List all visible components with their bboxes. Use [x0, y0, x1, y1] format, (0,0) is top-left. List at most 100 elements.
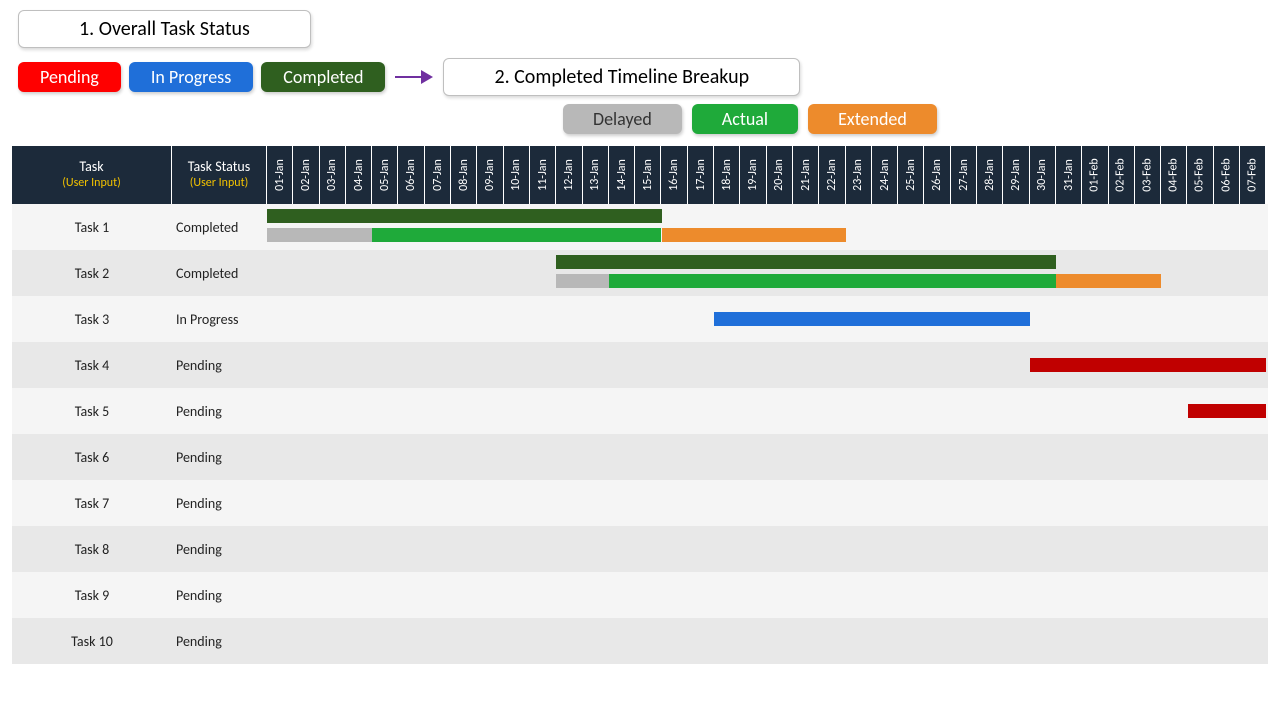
date-label: 03-Jan — [325, 159, 339, 191]
date-header: 04-Feb — [1161, 146, 1187, 204]
task-row: Task 10Pending — [12, 618, 1268, 664]
col-header-task-sub: (User Input) — [62, 176, 121, 190]
date-header: 02-Jan — [293, 146, 319, 204]
date-label: 08-Jan — [457, 159, 471, 191]
date-header: 06-Feb — [1214, 146, 1240, 204]
legend-pending: Pending — [18, 62, 121, 92]
date-header: 18-Jan — [714, 146, 740, 204]
date-label: 17-Jan — [693, 159, 707, 191]
date-label: 10-Jan — [509, 159, 523, 191]
date-label: 07-Jan — [430, 159, 444, 191]
section2-title: 2. Completed Timeline Breakup — [494, 65, 749, 89]
task-row: Task 7Pending — [12, 480, 1268, 526]
bar-area — [267, 480, 1268, 526]
date-label: 01-Jan — [273, 159, 287, 191]
task-name-cell: Task 1 — [12, 204, 172, 250]
date-header: 21-Jan — [793, 146, 819, 204]
task-status-cell: In Progress — [172, 296, 267, 342]
task-row: Task 9Pending — [12, 572, 1268, 618]
bar-area — [267, 204, 1268, 250]
bar-area — [267, 296, 1268, 342]
date-header: 03-Feb — [1135, 146, 1161, 204]
date-label: 20-Jan — [772, 159, 786, 191]
date-header: 02-Feb — [1109, 146, 1135, 204]
date-label: 28-Jan — [983, 159, 997, 191]
section1-legend-row: PendingIn ProgressCompleted 2. Completed… — [18, 58, 1262, 96]
date-header: 30-Jan — [1030, 146, 1056, 204]
date-header: 05-Jan — [372, 146, 398, 204]
date-header: 11-Jan — [530, 146, 556, 204]
task-name-cell: Task 7 — [12, 480, 172, 526]
date-header: 12-Jan — [556, 146, 582, 204]
task-name-cell: Task 5 — [12, 388, 172, 434]
completed-timeline-header: 2. Completed Timeline Breakup — [443, 58, 800, 96]
date-header: 10-Jan — [504, 146, 530, 204]
date-header: 28-Jan — [977, 146, 1003, 204]
date-label: 06-Jan — [404, 159, 418, 191]
gantt-bar-extended — [662, 228, 846, 242]
gantt-bar-extended — [1056, 274, 1161, 288]
legend-extended: Extended — [808, 104, 937, 134]
task-status-cell: Pending — [172, 618, 267, 664]
task-row: Task 1Completed — [12, 204, 1268, 250]
gantt-bar-inprogress — [714, 312, 1030, 326]
date-header: 22-Jan — [819, 146, 845, 204]
date-label: 16-Jan — [667, 159, 681, 191]
bar-area — [267, 250, 1268, 296]
date-label: 11-Jan — [536, 159, 550, 191]
date-header: 27-Jan — [951, 146, 977, 204]
task-name-cell: Task 6 — [12, 434, 172, 480]
date-label: 27-Jan — [956, 159, 970, 191]
bar-area — [267, 526, 1268, 572]
legend-delayed: Delayed — [563, 104, 682, 134]
task-name-cell: Task 9 — [12, 572, 172, 618]
gantt-bar-pending — [1188, 404, 1267, 418]
date-label: 31-Jan — [1062, 159, 1076, 191]
date-label: 05-Jan — [378, 159, 392, 191]
date-header: 04-Jan — [346, 146, 372, 204]
date-label: 01-Feb — [1088, 158, 1102, 191]
arrow-icon — [395, 70, 433, 84]
date-label: 07-Feb — [1246, 158, 1260, 191]
task-status-cell: Pending — [172, 388, 267, 434]
bar-area — [267, 572, 1268, 618]
task-status-cell: Pending — [172, 480, 267, 526]
date-label: 02-Feb — [1114, 158, 1128, 191]
task-row: Task 5Pending — [12, 388, 1268, 434]
date-label: 21-Jan — [799, 159, 813, 191]
gantt-bar-actual — [609, 274, 1056, 288]
date-header: 29-Jan — [1003, 146, 1029, 204]
date-header: 03-Jan — [320, 146, 346, 204]
date-header: 07-Jan — [425, 146, 451, 204]
date-header: 24-Jan — [872, 146, 898, 204]
date-header: 07-Feb — [1240, 146, 1266, 204]
gantt-bar-pending — [1030, 358, 1267, 372]
col-header-task-title: Task — [79, 159, 103, 176]
date-header: 08-Jan — [451, 146, 477, 204]
date-header: 17-Jan — [688, 146, 714, 204]
task-name-cell: Task 8 — [12, 526, 172, 572]
gantt-body: Task 1CompletedTask 2CompletedTask 3In P… — [12, 204, 1268, 664]
section1-title: 1. Overall Task Status — [79, 17, 250, 41]
date-label: 06-Feb — [1219, 158, 1233, 191]
date-label: 25-Jan — [904, 159, 918, 191]
date-header: 01-Jan — [267, 146, 293, 204]
date-header: 09-Jan — [477, 146, 503, 204]
date-label: 04-Feb — [1167, 158, 1181, 191]
gantt-bar-completed — [267, 209, 662, 223]
task-status-cell: Pending — [172, 434, 267, 480]
task-name-cell: Task 3 — [12, 296, 172, 342]
task-status-cell: Pending — [172, 572, 267, 618]
date-header: 23-Jan — [846, 146, 872, 204]
task-row: Task 4Pending — [12, 342, 1268, 388]
col-header-status: Task Status (User Input) — [172, 146, 267, 204]
date-header: 06-Jan — [398, 146, 424, 204]
date-label: 09-Jan — [483, 159, 497, 191]
date-header: 05-Feb — [1187, 146, 1213, 204]
task-row: Task 2Completed — [12, 250, 1268, 296]
gantt-bar-completed — [556, 255, 1056, 269]
date-label: 30-Jan — [1035, 159, 1049, 191]
task-row: Task 6Pending — [12, 434, 1268, 480]
date-header: 25-Jan — [898, 146, 924, 204]
date-label: 18-Jan — [720, 159, 734, 191]
